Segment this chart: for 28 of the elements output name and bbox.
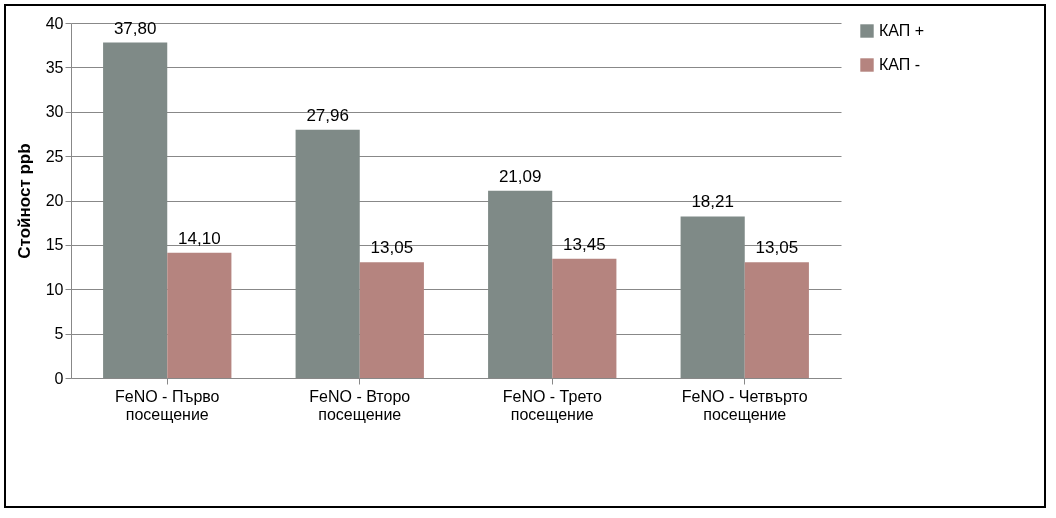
y-axis-title: Стойност ppb xyxy=(14,143,34,259)
x-tick-label: FeNO - Второ посещение xyxy=(309,387,411,423)
y-tick-label: 10 xyxy=(45,280,64,298)
x-tick-label: FeNO - Трето посещение xyxy=(502,387,602,423)
x-tick-label: FeNO - Четвърто посещение xyxy=(681,387,808,423)
data-label: 14,10 xyxy=(178,228,221,248)
y-tick-label: 20 xyxy=(45,192,64,209)
legend-label: КАП + xyxy=(879,22,925,39)
y-tick-label: 35 xyxy=(45,58,64,76)
data-label: 27,96 xyxy=(306,105,349,125)
data-label: 37,80 xyxy=(113,18,157,38)
y-tick-label: 0 xyxy=(54,369,64,387)
y-tick-label: 30 xyxy=(45,103,64,121)
legend-label: КАП - xyxy=(879,56,921,73)
bar xyxy=(552,258,617,378)
x-tick-label: FeNO - Първо посещение xyxy=(114,387,220,423)
y-tick-label: 40 xyxy=(45,14,64,32)
data-label: 13,05 xyxy=(370,238,414,258)
bar xyxy=(167,252,232,378)
data-label: 13,45 xyxy=(563,234,606,254)
data-label: 18,21 xyxy=(691,192,734,212)
data-label: 13,05 xyxy=(755,238,799,258)
bar xyxy=(744,262,809,378)
y-tick-label: 25 xyxy=(45,147,64,165)
data-label: 21,09 xyxy=(498,166,542,186)
y-tick-label: 15 xyxy=(45,236,64,254)
y-tick-label: 5 xyxy=(54,325,64,343)
bar xyxy=(359,262,424,378)
